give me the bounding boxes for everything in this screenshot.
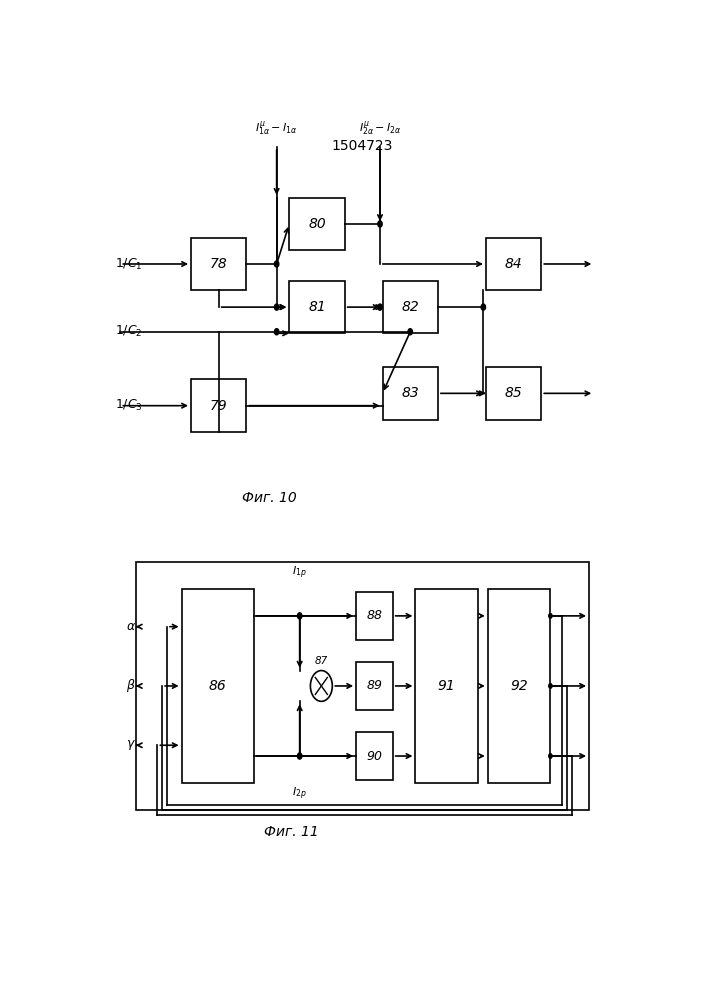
Text: 90: 90 [366, 750, 382, 763]
Text: $1/C_3$: $1/C_3$ [115, 398, 143, 413]
Text: Фиг. 10: Фиг. 10 [242, 491, 296, 505]
Text: $\alpha$: $\alpha$ [126, 620, 136, 633]
Text: Фиг. 11: Фиг. 11 [264, 825, 318, 839]
Text: $I^{\mu}_{1\alpha}-I_{1\alpha}$: $I^{\mu}_{1\alpha}-I_{1\alpha}$ [255, 120, 298, 138]
Text: $I^{\mu}_{2\alpha}-I_{2\alpha}$: $I^{\mu}_{2\alpha}-I_{2\alpha}$ [358, 120, 402, 138]
FancyBboxPatch shape [182, 589, 254, 783]
FancyBboxPatch shape [356, 662, 392, 710]
Circle shape [274, 261, 279, 267]
Circle shape [274, 329, 279, 335]
Text: 85: 85 [505, 386, 522, 400]
Text: 80: 80 [308, 217, 326, 231]
Circle shape [549, 754, 552, 758]
Circle shape [408, 329, 412, 335]
Text: 86: 86 [209, 679, 226, 693]
Text: 91: 91 [438, 679, 455, 693]
FancyBboxPatch shape [382, 367, 438, 420]
Text: $1/C_1$: $1/C_1$ [115, 256, 143, 272]
Text: 84: 84 [505, 257, 522, 271]
FancyBboxPatch shape [289, 281, 345, 333]
Circle shape [298, 613, 302, 619]
FancyBboxPatch shape [191, 238, 247, 290]
FancyBboxPatch shape [136, 562, 589, 810]
Circle shape [310, 671, 332, 701]
Circle shape [549, 614, 552, 618]
Circle shape [549, 684, 552, 688]
FancyBboxPatch shape [356, 732, 392, 780]
Text: $I_{1p}$: $I_{1p}$ [292, 564, 307, 581]
FancyBboxPatch shape [289, 198, 345, 250]
Circle shape [298, 753, 302, 759]
FancyBboxPatch shape [191, 379, 247, 432]
Text: 79: 79 [210, 399, 228, 413]
FancyBboxPatch shape [356, 592, 392, 640]
Text: 87: 87 [315, 656, 328, 666]
FancyBboxPatch shape [416, 589, 478, 783]
Circle shape [481, 304, 486, 310]
Circle shape [378, 304, 382, 310]
Text: $\beta$: $\beta$ [126, 677, 136, 694]
FancyBboxPatch shape [488, 589, 550, 783]
Text: 1504723: 1504723 [332, 139, 393, 153]
Text: $I_{2p}$: $I_{2p}$ [292, 786, 307, 802]
Text: $\gamma$: $\gamma$ [126, 738, 136, 752]
Text: 83: 83 [402, 386, 419, 400]
Text: 82: 82 [402, 300, 419, 314]
Text: 92: 92 [510, 679, 528, 693]
Text: $1/C_2$: $1/C_2$ [115, 324, 143, 339]
Text: 81: 81 [308, 300, 326, 314]
Circle shape [274, 304, 279, 310]
FancyBboxPatch shape [486, 367, 542, 420]
FancyBboxPatch shape [382, 281, 438, 333]
Text: 88: 88 [366, 609, 382, 622]
Circle shape [378, 221, 382, 227]
Text: 89: 89 [366, 679, 382, 692]
Text: 78: 78 [210, 257, 228, 271]
FancyBboxPatch shape [486, 238, 542, 290]
